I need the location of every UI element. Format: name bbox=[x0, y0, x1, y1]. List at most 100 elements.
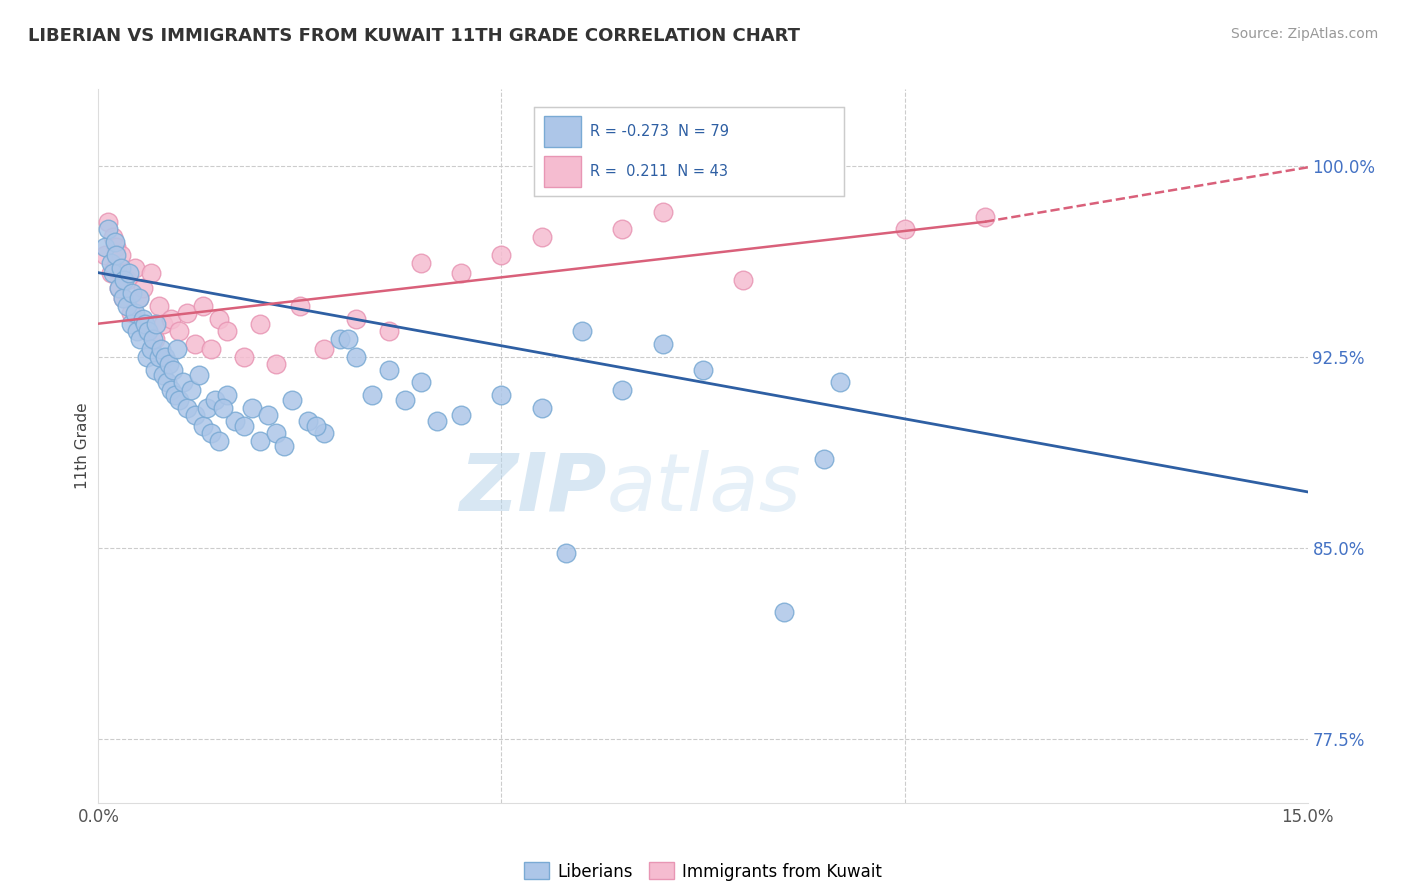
Point bbox=[314, 342, 336, 356]
Point bbox=[212, 401, 235, 415]
Point bbox=[651, 337, 673, 351]
Point bbox=[377, 324, 399, 338]
Point bbox=[176, 401, 198, 415]
Point bbox=[156, 376, 179, 390]
Point bbox=[224, 413, 246, 427]
Point bbox=[167, 324, 190, 338]
Point bbox=[124, 306, 146, 320]
Point bbox=[264, 426, 287, 441]
Point bbox=[111, 291, 134, 305]
Point bbox=[152, 317, 174, 331]
Point bbox=[571, 324, 593, 338]
Point bbox=[128, 291, 150, 305]
Point bbox=[166, 342, 188, 356]
Point bbox=[491, 248, 513, 262]
Point bbox=[115, 273, 138, 287]
Point bbox=[103, 235, 125, 249]
Point bbox=[450, 266, 472, 280]
Point bbox=[893, 222, 915, 236]
Point bbox=[148, 299, 170, 313]
Point bbox=[127, 324, 149, 338]
Point bbox=[111, 291, 134, 305]
Point bbox=[157, 358, 180, 372]
Point bbox=[143, 362, 166, 376]
Point bbox=[135, 350, 157, 364]
Point bbox=[240, 401, 263, 415]
Point bbox=[160, 311, 183, 326]
Text: LIBERIAN VS IMMIGRANTS FROM KUWAIT 11TH GRADE CORRELATION CHART: LIBERIAN VS IMMIGRANTS FROM KUWAIT 11TH … bbox=[28, 27, 800, 45]
Point bbox=[124, 260, 146, 275]
Text: R = -0.273  N = 79: R = -0.273 N = 79 bbox=[591, 124, 728, 138]
Point bbox=[184, 337, 207, 351]
Point bbox=[394, 393, 416, 408]
Point bbox=[121, 286, 143, 301]
Point bbox=[115, 299, 138, 313]
Point bbox=[974, 210, 997, 224]
Point bbox=[612, 383, 634, 397]
Point bbox=[139, 342, 162, 356]
Point bbox=[101, 230, 124, 244]
Point bbox=[361, 388, 384, 402]
Text: ZIP: ZIP bbox=[458, 450, 606, 528]
Point bbox=[409, 376, 432, 390]
Point bbox=[329, 332, 352, 346]
Point bbox=[733, 273, 755, 287]
Point bbox=[249, 434, 271, 448]
Point bbox=[426, 413, 449, 427]
Point bbox=[232, 418, 254, 433]
Point bbox=[217, 324, 239, 338]
Point bbox=[129, 332, 152, 346]
Point bbox=[160, 383, 183, 397]
Point bbox=[128, 291, 150, 305]
Point bbox=[180, 383, 202, 397]
Point bbox=[297, 413, 319, 427]
Point bbox=[450, 409, 472, 423]
Point bbox=[273, 439, 295, 453]
Point bbox=[162, 362, 184, 376]
Point bbox=[132, 311, 155, 326]
Point bbox=[138, 324, 160, 338]
Point bbox=[101, 266, 124, 280]
Point bbox=[97, 222, 120, 236]
Point bbox=[530, 230, 553, 244]
Point bbox=[132, 281, 155, 295]
Legend: Liberians, Immigrants from Kuwait: Liberians, Immigrants from Kuwait bbox=[517, 855, 889, 888]
Point bbox=[107, 281, 129, 295]
Point bbox=[344, 350, 367, 364]
Point bbox=[193, 418, 215, 433]
Point bbox=[195, 401, 218, 415]
Point bbox=[530, 401, 553, 415]
Point bbox=[110, 248, 132, 262]
Point bbox=[314, 426, 336, 441]
Point bbox=[153, 350, 176, 364]
Point bbox=[813, 451, 835, 466]
Point bbox=[264, 358, 287, 372]
Point bbox=[193, 299, 215, 313]
Point bbox=[94, 248, 117, 262]
Point bbox=[249, 317, 271, 331]
Point bbox=[555, 546, 578, 560]
Point bbox=[217, 388, 239, 402]
Point bbox=[118, 266, 141, 280]
Point bbox=[135, 324, 157, 338]
Point bbox=[188, 368, 211, 382]
Point bbox=[120, 306, 142, 320]
Point bbox=[142, 332, 165, 346]
Point bbox=[651, 204, 673, 219]
Point bbox=[337, 332, 360, 346]
Point bbox=[208, 434, 231, 448]
Point bbox=[148, 350, 170, 364]
Point bbox=[100, 266, 122, 280]
Point bbox=[772, 605, 794, 619]
Point bbox=[305, 418, 328, 433]
Y-axis label: 11th Grade: 11th Grade bbox=[75, 402, 90, 490]
Point bbox=[105, 248, 128, 262]
Point bbox=[145, 317, 167, 331]
Point bbox=[172, 376, 194, 390]
Point bbox=[152, 368, 174, 382]
Bar bbox=[544, 156, 581, 187]
Point bbox=[232, 350, 254, 364]
Point bbox=[120, 317, 142, 331]
Point bbox=[256, 409, 278, 423]
Point bbox=[491, 388, 513, 402]
